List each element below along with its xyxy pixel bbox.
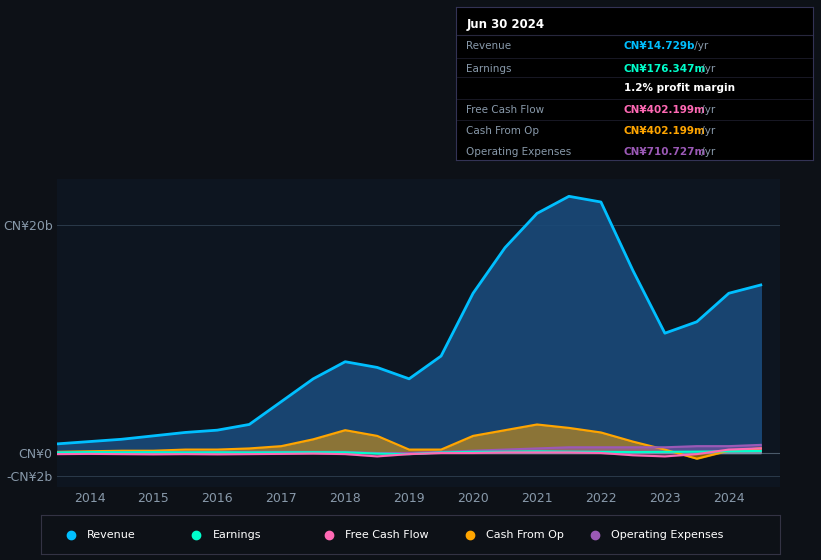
Text: CN¥710.727m: CN¥710.727m <box>623 147 706 157</box>
Text: Earnings: Earnings <box>213 530 261 540</box>
Text: Free Cash Flow: Free Cash Flow <box>466 105 544 115</box>
Text: 1.2% profit margin: 1.2% profit margin <box>623 83 735 94</box>
Text: CN¥14.729b: CN¥14.729b <box>623 41 695 51</box>
Text: /yr: /yr <box>698 147 715 157</box>
Text: /yr: /yr <box>691 41 709 51</box>
Text: /yr: /yr <box>698 64 715 73</box>
Text: Operating Expenses: Operating Expenses <box>612 530 724 540</box>
Text: Operating Expenses: Operating Expenses <box>466 147 571 157</box>
Text: CN¥402.199m: CN¥402.199m <box>623 105 705 115</box>
Text: Jun 30 2024: Jun 30 2024 <box>466 18 544 31</box>
Text: Cash From Op: Cash From Op <box>466 126 539 136</box>
Text: Earnings: Earnings <box>466 64 511 73</box>
Text: /yr: /yr <box>698 105 715 115</box>
Text: Cash From Op: Cash From Op <box>486 530 564 540</box>
Text: /yr: /yr <box>698 126 715 136</box>
Text: Revenue: Revenue <box>466 41 511 51</box>
Text: Free Cash Flow: Free Cash Flow <box>346 530 429 540</box>
Text: CN¥176.347m: CN¥176.347m <box>623 64 706 73</box>
Text: CN¥402.199m: CN¥402.199m <box>623 126 705 136</box>
Text: Revenue: Revenue <box>87 530 135 540</box>
